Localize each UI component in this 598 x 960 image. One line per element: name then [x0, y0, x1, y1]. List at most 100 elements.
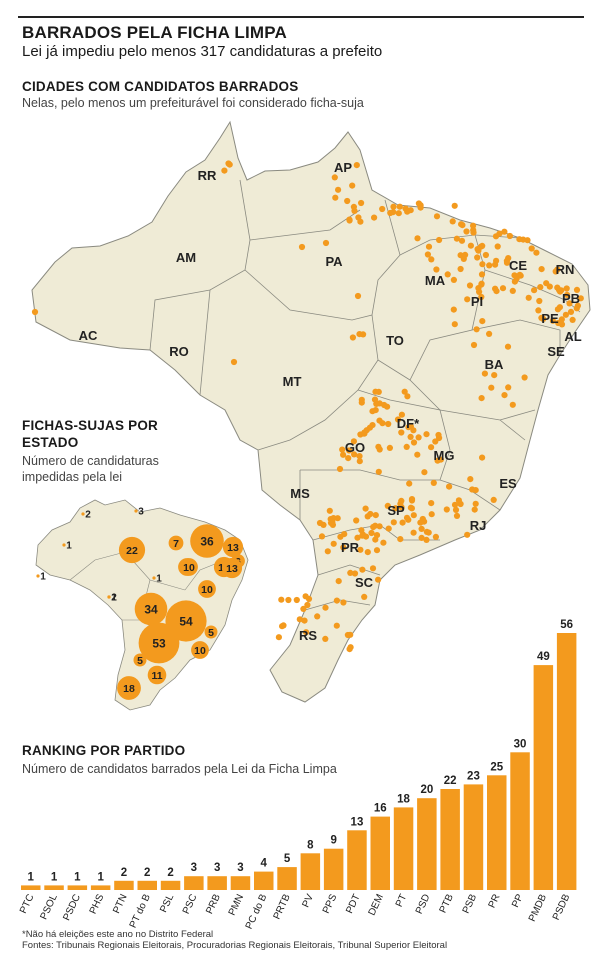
- bar-group: 49 PMDB: [527, 651, 554, 923]
- city-dot: [371, 214, 378, 221]
- city-dot: [372, 511, 379, 519]
- city-dot: [359, 566, 366, 573]
- city-dot: [577, 295, 584, 302]
- state-label: MS: [290, 486, 310, 501]
- bar: [533, 665, 554, 890]
- city-dot: [364, 513, 371, 520]
- state-bubble-ap: 3: [134, 507, 144, 518]
- city-dot: [549, 317, 557, 324]
- bar: [67, 885, 88, 890]
- state-bubble-sc: 11: [147, 665, 167, 685]
- city-dot: [275, 634, 282, 641]
- bubble-pa: [118, 536, 146, 564]
- city-dot: [379, 420, 386, 427]
- city-dot: [347, 644, 354, 651]
- city-dot: [556, 304, 564, 311]
- bubble-value-am: 1: [66, 541, 72, 552]
- city-dot: [478, 293, 485, 301]
- bar-group: 22 PTB: [438, 775, 460, 915]
- bubble-value-mt: 2: [111, 593, 117, 604]
- bar-category-label: PSOL: [39, 892, 60, 921]
- bar-category-label: PSD: [414, 893, 433, 916]
- brazil-outline: [31, 120, 591, 703]
- city-dot: [357, 546, 364, 553]
- city-dot: [415, 434, 422, 441]
- city-dot: [528, 245, 535, 252]
- bar-category-label: PDT: [344, 893, 362, 916]
- city-dot: [506, 232, 513, 240]
- city-dot: [433, 266, 440, 273]
- bubble-es: [204, 625, 218, 639]
- bubble-value-sc: 11: [151, 670, 162, 682]
- state-label: AM: [176, 250, 196, 265]
- bar: [277, 867, 297, 890]
- city-dot: [451, 321, 458, 328]
- city-dot: [335, 186, 342, 193]
- bubble-value-ms: 1: [111, 593, 117, 604]
- city-dot: [479, 261, 486, 268]
- bubble-value-se: 10: [201, 584, 213, 596]
- city-dot: [304, 601, 311, 609]
- city-dot: [410, 512, 417, 519]
- state-section-subtitle: Número de candidaturas impedidas pela le…: [22, 454, 159, 484]
- city-dot: [417, 204, 424, 211]
- city-dot: [467, 242, 474, 249]
- city-dot: [562, 311, 570, 318]
- bubble-se: [198, 580, 216, 598]
- bar-value-label: 1: [51, 871, 58, 883]
- bar-group: 3 PMN: [227, 862, 251, 917]
- city-dot: [351, 451, 358, 458]
- city-dot: [564, 291, 571, 298]
- bar-category-label: PRB: [204, 892, 223, 916]
- bar-value-label: 1: [74, 871, 81, 883]
- state-bubble-rj: 10: [191, 641, 209, 659]
- bar-value-label: 5: [284, 853, 291, 865]
- city-dot: [414, 235, 421, 242]
- state-bubble-rs: 18: [117, 676, 141, 700]
- state-label: RJ: [470, 518, 487, 533]
- state-bubble-ce: 36: [190, 524, 224, 558]
- city-dot: [491, 372, 498, 379]
- city-dot: [479, 242, 486, 249]
- city-dot: [398, 497, 405, 504]
- bar-group: 25 PR: [487, 761, 507, 910]
- bar-group: 5 PRTB: [272, 853, 297, 921]
- city-dot: [432, 533, 439, 541]
- bar-group: 20 PSD: [414, 784, 437, 916]
- bar: [44, 885, 64, 890]
- city-dot: [449, 218, 456, 225]
- bar: [556, 633, 577, 890]
- city-dot: [478, 271, 486, 278]
- city-dot: [450, 306, 457, 313]
- city-dot: [573, 286, 581, 293]
- city-dot: [408, 505, 415, 512]
- city-dot: [386, 444, 393, 451]
- state-bubble-go: 34: [134, 592, 168, 626]
- city-dot: [354, 292, 362, 300]
- city-dot: [385, 525, 392, 532]
- city-dot: [322, 604, 329, 611]
- state-labels: RR AP AM PA MA CE RN PB PI PE AL AC RO TO SE BA MT DF* GO M…: [79, 160, 582, 643]
- city-dot: [399, 519, 406, 526]
- state-label: PI: [471, 294, 483, 309]
- city-dot: [496, 230, 503, 237]
- bar-group: 2 PT do B: [128, 867, 157, 930]
- city-dot: [369, 422, 376, 429]
- city-dot: [457, 265, 464, 273]
- state-bubble-am: 1: [62, 541, 72, 552]
- bar-category-label: PSC: [181, 893, 200, 916]
- city-dot: [513, 275, 520, 282]
- bar-group: 8 PV: [300, 839, 321, 909]
- city-dot: [482, 251, 489, 259]
- bubble-value-rj: 10: [194, 645, 206, 657]
- city-dot: [470, 227, 477, 234]
- bar-category-label: PT do B: [128, 892, 153, 930]
- bubble-dot-am: [62, 543, 66, 547]
- city-dot: [428, 500, 435, 507]
- state-label: RN: [556, 262, 575, 277]
- city-dot: [339, 446, 346, 453]
- bubble-value-ac: 1: [40, 572, 46, 583]
- city-dots: [31, 160, 584, 653]
- city-dot: [361, 593, 368, 601]
